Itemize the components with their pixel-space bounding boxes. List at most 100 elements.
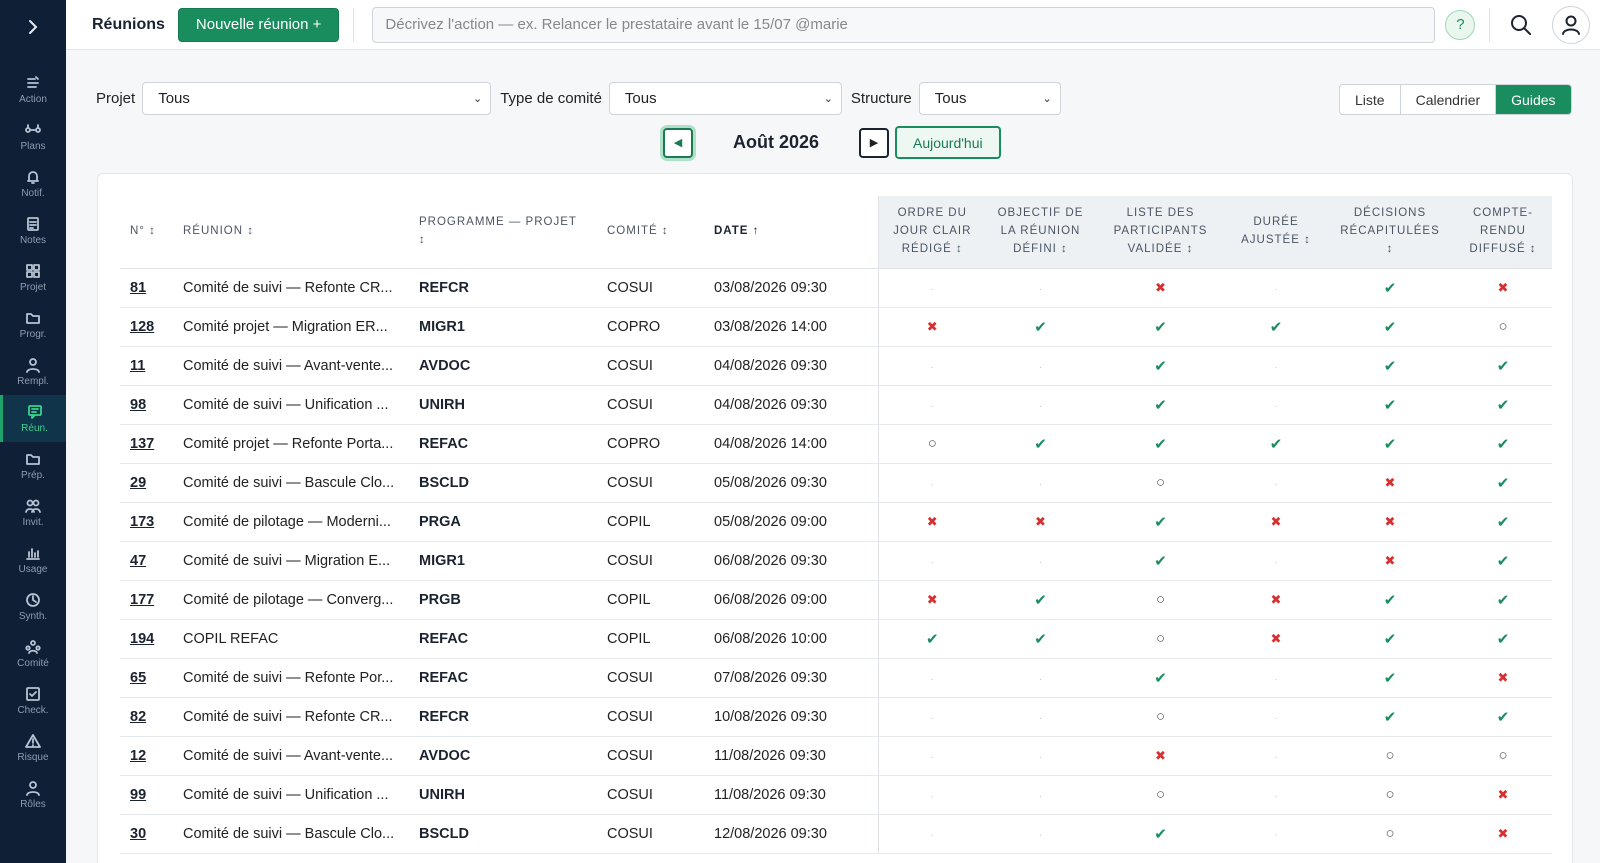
type-select[interactable]: Tous ⌄	[608, 82, 842, 115]
meeting-number-link[interactable]: 98	[130, 396, 147, 413]
guide-cell[interactable]: ✔	[1454, 619, 1552, 659]
guide-cell[interactable]: ✔	[1095, 502, 1226, 542]
guide-cell[interactable]: ·	[877, 346, 986, 386]
guide-cell[interactable]: ✖	[986, 502, 1095, 542]
guide-cell[interactable]: ✔	[1326, 307, 1454, 347]
view-guides-button[interactable]: Guides	[1496, 85, 1571, 114]
guide-cell[interactable]: ·	[986, 463, 1095, 503]
sidebar-item-prép[interactable]: Prép.	[0, 442, 66, 489]
guide-cell[interactable]: ·	[1226, 736, 1326, 776]
guide-cell[interactable]: ·	[986, 736, 1095, 776]
meeting-number-link[interactable]: 29	[130, 474, 147, 491]
guide-cell[interactable]: ○	[1095, 619, 1226, 659]
meeting-number-link[interactable]: 128	[130, 318, 155, 335]
guide-cell[interactable]: ·	[877, 385, 986, 425]
guide-cell[interactable]: ✔	[1095, 541, 1226, 581]
sidebar-item-notes[interactable]: Notes	[0, 207, 66, 254]
table-row[interactable]: 128 Comité projet — Migration ER... MIGR1 C…	[120, 307, 1552, 347]
meeting-number-link[interactable]: 82	[130, 708, 147, 725]
meeting-number-link[interactable]: 194	[130, 630, 155, 647]
guide-cell[interactable]: ·	[1226, 463, 1326, 503]
guide-cell[interactable]: ✔	[1095, 385, 1226, 425]
guide-cell[interactable]: ✔	[986, 424, 1095, 464]
table-row[interactable]: 194 COPIL REFAC REFAC COPIL 06/08/2026 10:00…	[120, 619, 1552, 659]
sidebar-item-risque[interactable]: Risque	[0, 724, 66, 771]
projet-select[interactable]: Tous ⌄	[142, 82, 492, 115]
guide-cell[interactable]: ·	[877, 541, 986, 581]
sidebar-item-rempl[interactable]: Rempl.	[0, 348, 66, 395]
guide-cell[interactable]: ·	[1226, 385, 1326, 425]
guide-cell[interactable]: ○	[877, 424, 986, 464]
guide-cell[interactable]: ·	[1226, 541, 1326, 581]
table-row[interactable]: 47 Comité de suivi — Migration E... MIGR1 C…	[120, 541, 1552, 581]
guide-cell[interactable]: ✖	[1326, 541, 1454, 581]
view-liste-button[interactable]: Liste	[1340, 85, 1401, 114]
col-duree[interactable]: Durée ajustée ↕	[1226, 196, 1326, 269]
sidebar-item-notif[interactable]: Notif.	[0, 160, 66, 207]
col-decisions[interactable]: Décisions récapitulées ↕	[1326, 196, 1454, 269]
table-row[interactable]: 30 Comité de suivi — Bascule Clo... BSCLD C…	[120, 814, 1552, 854]
col-date[interactable]: Date ↑	[704, 196, 878, 269]
guide-cell[interactable]: ·	[877, 658, 986, 698]
table-row[interactable]: 98 Comité de suivi — Unification ... UNIRH…	[120, 385, 1552, 425]
guide-cell[interactable]: ✔	[1326, 268, 1454, 308]
guide-cell[interactable]: ○	[1454, 736, 1552, 776]
structure-select[interactable]: Tous ⌄	[918, 82, 1061, 115]
guide-cell[interactable]: ✔	[986, 580, 1095, 620]
table-row[interactable]: 65 Comité de suivi — Refonte Por... REFAC C…	[120, 658, 1552, 698]
previous-month-button[interactable]: ◀	[663, 127, 693, 158]
guide-cell[interactable]: ○	[1454, 307, 1552, 347]
meeting-number-link[interactable]: 137	[130, 435, 155, 452]
guide-cell[interactable]: ✔	[1326, 580, 1454, 620]
user-menu-button[interactable]	[1552, 5, 1591, 44]
guide-cell[interactable]: ·	[1226, 346, 1326, 386]
guide-cell[interactable]: ·	[1226, 814, 1326, 854]
sidebar-item-usage[interactable]: Usage	[0, 536, 66, 583]
guide-cell[interactable]: ·	[986, 697, 1095, 737]
guide-cell[interactable]: ✔	[1454, 385, 1552, 425]
guide-cell[interactable]: ✔	[1095, 424, 1226, 464]
sidebar-item-rôles[interactable]: Rôles	[0, 771, 66, 818]
guide-cell[interactable]: ✔	[1095, 307, 1226, 347]
sidebar-item-progr[interactable]: Progr.	[0, 301, 66, 348]
guide-cell[interactable]: ○	[1326, 775, 1454, 815]
meeting-number-link[interactable]: 177	[130, 591, 155, 608]
guide-cell[interactable]: ✔	[986, 307, 1095, 347]
meeting-number-link[interactable]: 30	[130, 825, 147, 842]
guide-cell[interactable]: ✔	[877, 619, 986, 659]
guide-cell[interactable]: ✖	[1326, 463, 1454, 503]
guide-cell[interactable]: ✖	[1226, 502, 1326, 542]
guide-cell[interactable]: ✔	[1326, 619, 1454, 659]
help-button[interactable]: ?	[1445, 9, 1476, 40]
guide-cell[interactable]: ✔	[986, 619, 1095, 659]
table-row[interactable]: 173 Comité de pilotage — Moderni... PRGA CO…	[120, 502, 1552, 542]
guide-cell[interactable]: ·	[877, 697, 986, 737]
guide-cell[interactable]: ·	[986, 346, 1095, 386]
guide-cell[interactable]: ○	[1095, 775, 1226, 815]
guide-cell[interactable]: ·	[986, 775, 1095, 815]
sidebar-item-check[interactable]: Check.	[0, 677, 66, 724]
guide-cell[interactable]: ✔	[1326, 346, 1454, 386]
sidebar-item-projet[interactable]: Projet	[0, 254, 66, 301]
col-ordre-du-jour[interactable]: Ordre du jour clair rédigé ↕	[877, 196, 986, 269]
guide-cell[interactable]: ✖	[1454, 814, 1552, 854]
meeting-number-link[interactable]: 65	[130, 669, 147, 686]
table-row[interactable]: 29 Comité de suivi — Bascule Clo... BSCLD C…	[120, 463, 1552, 503]
col-objectif[interactable]: Objectif de la réunion défini ↕	[986, 196, 1095, 269]
guide-cell[interactable]: ·	[986, 658, 1095, 698]
guide-cell[interactable]: ✖	[877, 502, 986, 542]
table-row[interactable]: 137 Comité projet — Refonte Porta... REFAC…	[120, 424, 1552, 464]
next-month-button[interactable]: ▶	[859, 127, 889, 158]
col-projet[interactable]: Programme — Projet ↕	[409, 196, 597, 269]
guide-cell[interactable]: ○	[1326, 814, 1454, 854]
guide-cell[interactable]: ·	[1226, 697, 1326, 737]
guide-cell[interactable]: ✔	[1095, 346, 1226, 386]
guide-cell[interactable]: ✔	[1454, 463, 1552, 503]
table-row[interactable]: 81 Comité de suivi — Refonte CR... REFCR CO…	[120, 268, 1552, 308]
guide-cell[interactable]: ✔	[1226, 424, 1326, 464]
guide-cell[interactable]: ✖	[1095, 736, 1226, 776]
guide-cell[interactable]: ·	[1226, 268, 1326, 308]
guide-cell[interactable]: ○	[1095, 580, 1226, 620]
guide-cell[interactable]: ✔	[1326, 385, 1454, 425]
sidebar-item-comité[interactable]: Comité	[0, 630, 66, 677]
